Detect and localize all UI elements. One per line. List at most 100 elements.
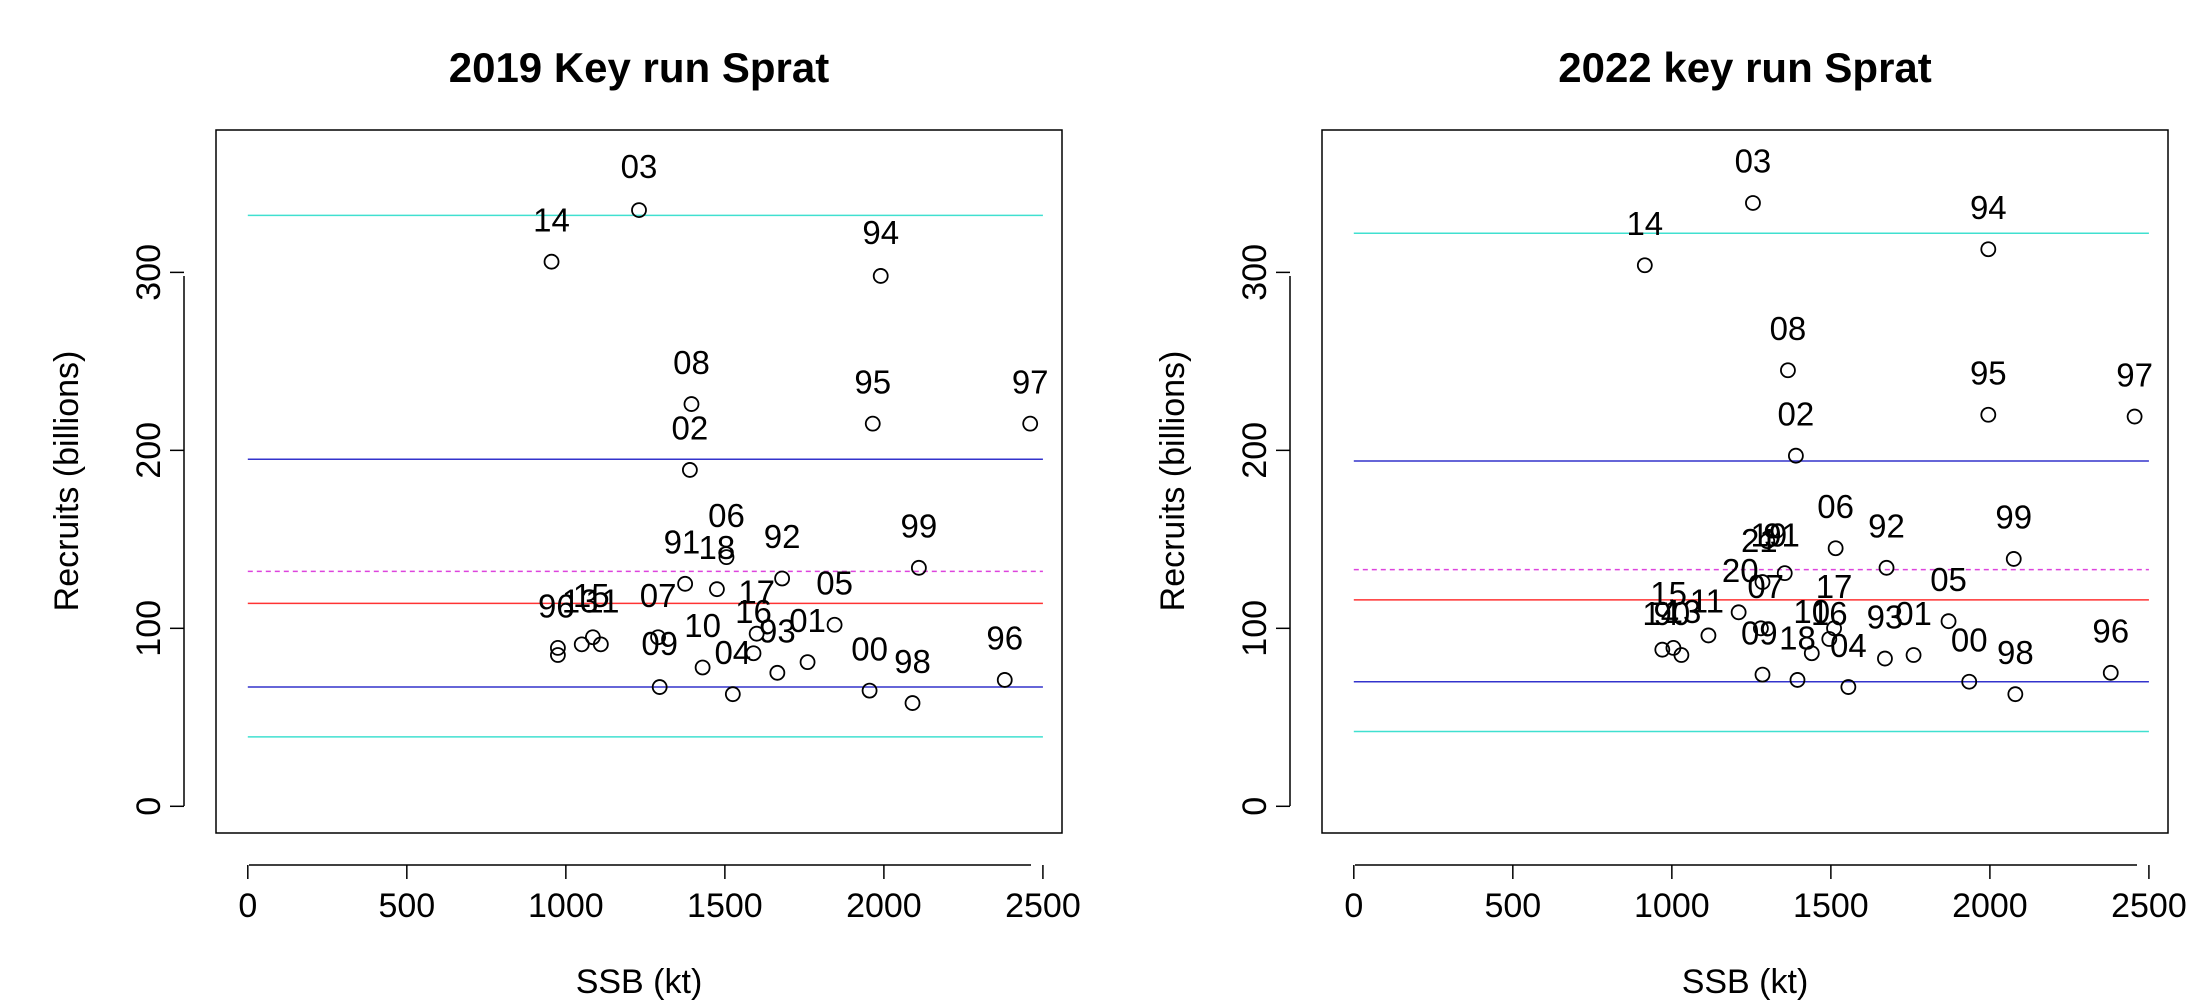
- point-label-14: 14: [1642, 595, 1679, 632]
- data-point-10: [1803, 645, 1820, 662]
- data-point-95: [1980, 406, 1997, 423]
- y-tick-label: 200: [1236, 422, 1274, 479]
- chart-panel-2019: 2019 Key run Sprat 0 500 1000 1500 2000 2500 …: [48, 44, 1081, 1000]
- point-label-98: 98: [894, 643, 931, 680]
- y-tick-label: 300: [1236, 244, 1274, 301]
- data-point-08: [683, 396, 700, 412]
- data-point-03: [631, 202, 647, 218]
- point-label-07: 07: [640, 577, 677, 614]
- data-point-07: [650, 629, 666, 646]
- x-tick-label: 2500: [2111, 887, 2187, 925]
- data-point-98: [2007, 686, 2024, 703]
- data-point-15: [1665, 640, 1682, 656]
- data-point-02: [1787, 447, 1804, 464]
- y-axis: 0 100 200 300: [130, 244, 185, 816]
- point-label-94: 94: [862, 214, 899, 251]
- data-point-01: [799, 654, 816, 671]
- x-tick-label: 1500: [687, 887, 763, 925]
- data-point-14: [543, 253, 560, 270]
- data-point-17: [748, 625, 765, 642]
- x-axis-label: SSB (kt): [1682, 963, 1809, 1000]
- data-point-05: [1940, 613, 1957, 630]
- data-point-92: [1878, 559, 1895, 576]
- point-label-01: 01: [789, 602, 826, 639]
- point-label-01: 01: [1895, 595, 1932, 632]
- data-point-94: [872, 268, 889, 284]
- data-point-06: [1827, 540, 1844, 557]
- data-point-97: [2126, 408, 2143, 425]
- point-label-91: 91: [1763, 516, 1800, 553]
- point-label-09: 09: [1741, 614, 1778, 651]
- point-label-14: 14: [1626, 205, 1663, 242]
- data-point-90: [1654, 641, 1671, 658]
- point-label-11: 11: [585, 582, 619, 619]
- data-point-05: [826, 616, 843, 633]
- data-point-11: [1700, 627, 1717, 644]
- x-tick-label: 2000: [1952, 887, 2028, 925]
- data-point-08: [1780, 362, 1796, 379]
- point-label-96: 96: [986, 620, 1023, 657]
- point-label-92: 92: [1868, 508, 1905, 545]
- point-label-92: 92: [764, 518, 801, 555]
- point-label-96: 96: [2092, 613, 2129, 650]
- point-label-19: 19: [1750, 516, 1787, 553]
- data-point-04: [1840, 679, 1857, 695]
- data-point-21: [1754, 574, 1771, 590]
- data-point-09: [1754, 666, 1771, 683]
- x-tick-label: 2500: [1005, 887, 1081, 925]
- point-label-04: 04: [1830, 627, 1867, 664]
- data-point-19: [1759, 533, 1776, 550]
- x-tick-label: 1000: [1634, 887, 1710, 925]
- point-label-93: 93: [759, 613, 796, 650]
- data-point-99: [2005, 551, 2022, 567]
- point-label-96: 96: [538, 588, 575, 625]
- data-point-92: [774, 570, 791, 587]
- data-point-13: [573, 636, 590, 653]
- point-label-09: 09: [641, 625, 678, 662]
- x-tick-label: 1000: [528, 887, 604, 925]
- point-label-07: 07: [1747, 568, 1784, 605]
- y-tick-label: 100: [1236, 600, 1274, 657]
- point-label-17: 17: [1816, 568, 1853, 605]
- data-point-10: [694, 659, 711, 676]
- y-tick-label: 0: [1236, 797, 1274, 816]
- data-point-20: [1730, 604, 1747, 621]
- x-axis: 0 500 1000 1500 2000 2500: [238, 864, 1081, 925]
- point-label-08: 08: [1770, 310, 1807, 347]
- point-label-14: 14: [533, 201, 570, 238]
- y-tick-label: 200: [130, 422, 168, 479]
- chart-title: 2019 Key run Sprat: [449, 44, 830, 91]
- point-label-03: 03: [1735, 143, 1772, 180]
- data-point-96: [996, 672, 1013, 688]
- data-point-07: [1753, 620, 1769, 637]
- x-axis-label: SSB (kt): [576, 963, 703, 1000]
- x-tick-label: 1500: [1793, 887, 1869, 925]
- point-label-08: 08: [673, 344, 710, 381]
- chart-title: 2022 key run Sprat: [1558, 44, 1932, 91]
- x-tick-label: 0: [1344, 887, 1363, 925]
- data-point-94: [1980, 241, 1997, 258]
- data-point-93: [769, 664, 786, 681]
- data-point-18: [1789, 672, 1806, 688]
- y-tick-label: 300: [130, 244, 168, 301]
- point-label-16: 16: [735, 593, 772, 630]
- point-label-21: 21: [1741, 522, 1778, 559]
- data-point-06: [718, 549, 735, 566]
- plot-frame: [215, 129, 1063, 834]
- point-label-10: 10: [684, 607, 721, 644]
- point-label-06: 06: [1817, 488, 1854, 525]
- y-axis: 0 100 200 300: [1236, 244, 1291, 816]
- point-label-95: 95: [1970, 355, 2007, 392]
- point-label-17: 17: [738, 573, 775, 610]
- point-label-02: 02: [1778, 395, 1815, 432]
- y-axis-label: Recruits (billions): [48, 351, 86, 612]
- data-point-91: [677, 575, 694, 592]
- x-axis: 0 500 1000 1500 2000 2500: [1344, 864, 2187, 925]
- y-tick-label: 100: [130, 600, 168, 657]
- point-label-97: 97: [2116, 356, 2153, 393]
- point-label-93: 93: [1867, 598, 1904, 635]
- point-label-03: 03: [621, 148, 658, 185]
- point-label-90: 90: [1653, 595, 1690, 632]
- chart-panel-2022: 2022 key run Sprat 0 500 1000 1500 2000 2500 …: [1154, 44, 2187, 1000]
